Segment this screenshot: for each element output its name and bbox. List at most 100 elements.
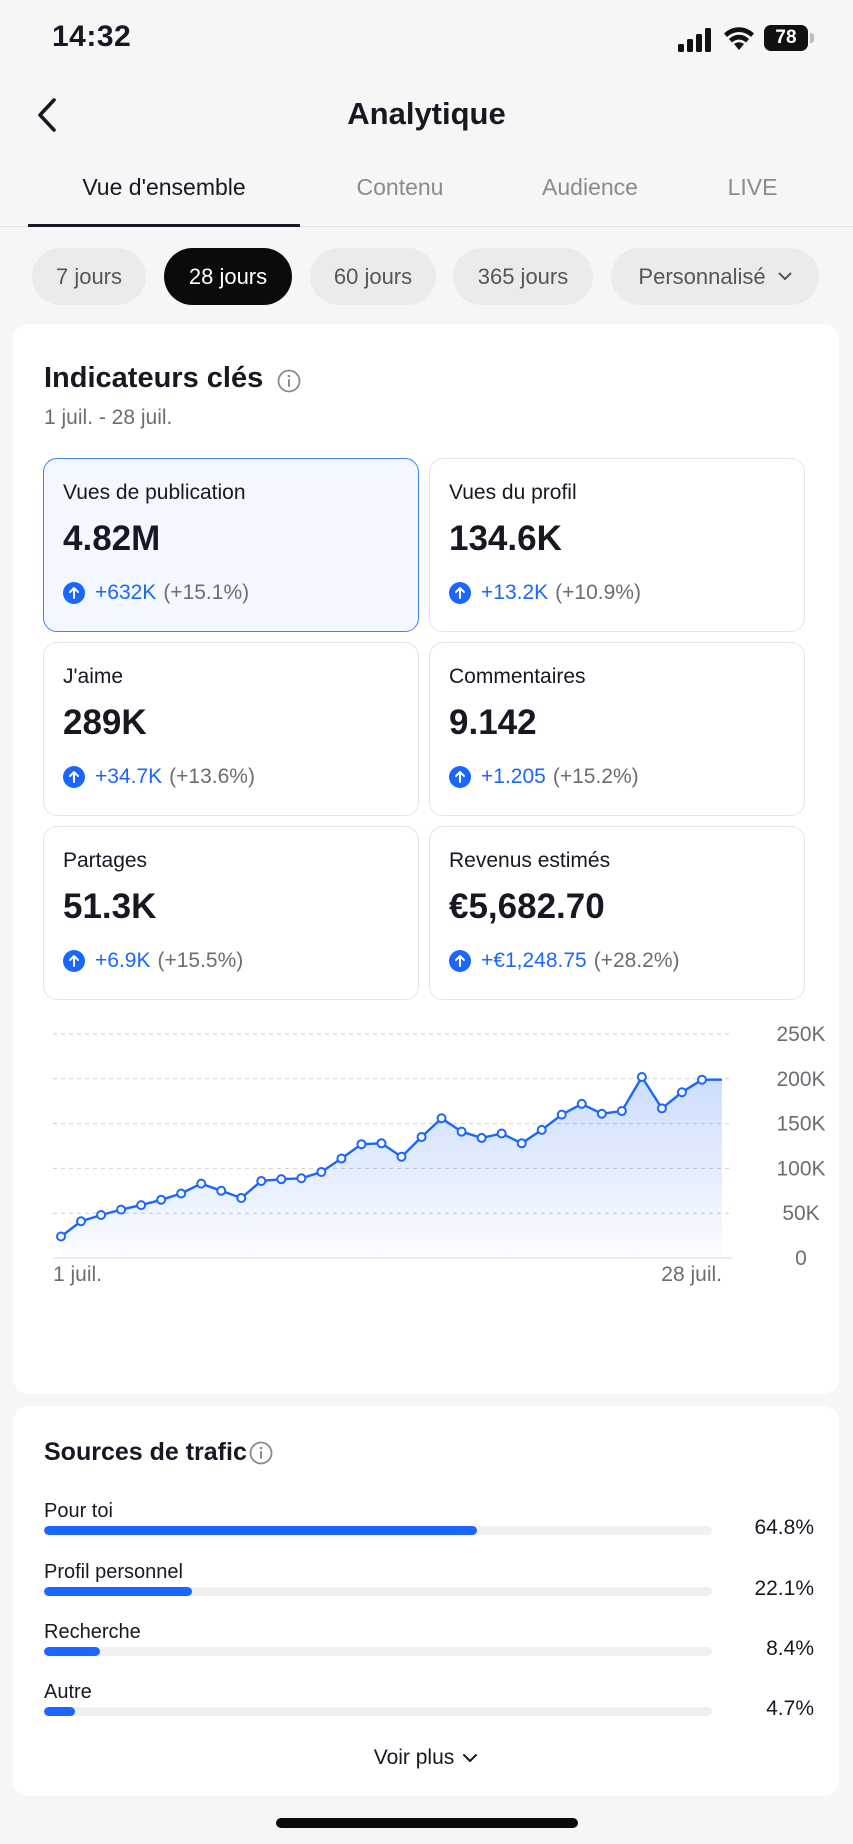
- chart-point[interactable]: [96, 1209, 107, 1220]
- home-indicator: [276, 1818, 578, 1828]
- chart-point[interactable]: [296, 1173, 307, 1184]
- battery-tip: [810, 33, 814, 43]
- chart-point[interactable]: [216, 1185, 227, 1196]
- chart-point[interactable]: [456, 1126, 467, 1137]
- chart-point[interactable]: [336, 1153, 347, 1164]
- chart-point[interactable]: [356, 1139, 367, 1150]
- metric-comments[interactable]: Commentaires 9.142 +1.205 (+15.2%): [429, 642, 805, 816]
- chart-point[interactable]: [276, 1174, 287, 1185]
- chart-point[interactable]: [56, 1231, 66, 1242]
- chart-point[interactable]: [256, 1175, 267, 1186]
- y-tick-label: 250K: [776, 1023, 825, 1046]
- metric-change-percent: (+13.6%): [169, 765, 255, 788]
- chart-point[interactable]: [236, 1192, 247, 1203]
- metric-label: Revenus estimés: [449, 849, 611, 872]
- chevron-left-icon: [38, 98, 56, 132]
- traffic-bar-fill: [44, 1526, 477, 1535]
- tab-live[interactable]: LIVE: [727, 174, 778, 200]
- metric-value: 289K: [63, 703, 147, 742]
- chart-point[interactable]: [536, 1124, 547, 1135]
- metric-value: €5,682.70: [449, 887, 605, 926]
- chart-point[interactable]: [396, 1151, 407, 1162]
- metric-change: +34.7K (+13.6%): [63, 765, 255, 789]
- y-tick-label: 200K: [776, 1068, 825, 1091]
- chart-point[interactable]: [176, 1188, 187, 1199]
- post-views-chart[interactable]: 250K 200K 150K 100K 50K 0 1 juil. 28 juil.: [13, 1014, 839, 1294]
- traffic-bar-track: [44, 1647, 712, 1656]
- chart-point[interactable]: [576, 1098, 587, 1109]
- traffic-source-other[interactable]: Autre 4.7%: [44, 1681, 814, 1731]
- y-tick-label: 50K: [782, 1202, 819, 1225]
- chart-line: [60, 1075, 722, 1238]
- period-28-days[interactable]: 28 jours: [164, 248, 292, 305]
- metric-label: Vues du profil: [449, 481, 577, 504]
- traffic-bar-track: [44, 1587, 712, 1596]
- chart-point[interactable]: [376, 1138, 387, 1149]
- traffic-bar-fill: [44, 1647, 101, 1656]
- back-button[interactable]: [24, 92, 70, 138]
- chart-point[interactable]: [636, 1072, 647, 1083]
- chart-point[interactable]: [596, 1108, 607, 1119]
- chart-point[interactable]: [556, 1109, 567, 1120]
- info-icon[interactable]: [249, 1441, 273, 1465]
- traffic-bar-fill: [44, 1707, 76, 1716]
- arrow-up-icon: [63, 950, 85, 972]
- chart-point[interactable]: [516, 1138, 527, 1149]
- see-more-button[interactable]: Voir plus: [13, 1746, 839, 1770]
- metric-shares[interactable]: Partages 51.3K +6.9K (+15.5%): [43, 826, 419, 1000]
- chart-point[interactable]: [76, 1216, 87, 1227]
- traffic-source-label: Profil personnel: [44, 1561, 183, 1583]
- metric-post-views[interactable]: Vues de publication 4.82M +632K (+15.1%): [43, 458, 419, 632]
- traffic-source-percent: 4.7%: [766, 1697, 814, 1720]
- metric-likes[interactable]: J'aime 289K +34.7K (+13.6%): [43, 642, 419, 816]
- chart-point[interactable]: [676, 1087, 687, 1098]
- metric-label: Commentaires: [449, 665, 586, 688]
- chart-point[interactable]: [416, 1132, 427, 1143]
- metric-change-percent: (+15.2%): [552, 765, 639, 788]
- metric-change-value: +34.7K: [95, 765, 163, 788]
- chart-point[interactable]: [696, 1074, 707, 1085]
- metric-estimated-revenue[interactable]: Revenus estimés €5,682.70 +€1,248.75 (+2…: [429, 826, 805, 1000]
- period-365-days[interactable]: 365 jours: [453, 248, 593, 305]
- nav-header: Analytique: [0, 80, 853, 150]
- traffic-source-label: Recherche: [44, 1621, 141, 1643]
- chart-point[interactable]: [476, 1132, 487, 1143]
- chart-point[interactable]: [136, 1200, 147, 1211]
- chart-point[interactable]: [116, 1204, 127, 1215]
- cellular-signal-icon: [678, 28, 711, 52]
- metric-value: 134.6K: [449, 519, 562, 558]
- traffic-source-search[interactable]: Recherche 8.4%: [44, 1621, 814, 1671]
- chart-point[interactable]: [316, 1166, 327, 1177]
- tab-overview[interactable]: Vue d'ensemble: [82, 174, 246, 200]
- arrow-up-icon: [449, 582, 471, 604]
- x-tick-label-end: 28 juil.: [661, 1263, 722, 1286]
- period-7-days[interactable]: 7 jours: [32, 248, 146, 305]
- tab-audience[interactable]: Audience: [542, 174, 638, 200]
- period-60-days[interactable]: 60 jours: [310, 248, 436, 305]
- chart-point[interactable]: [656, 1103, 667, 1114]
- metric-change-percent: (+15.5%): [157, 949, 244, 972]
- traffic-sources-card: Sources de trafic Pour toi 64.8% Profil …: [13, 1406, 839, 1796]
- period-custom-label: Personnalisé: [638, 263, 766, 289]
- metric-value: 4.82M: [63, 519, 161, 558]
- chart-point[interactable]: [156, 1194, 167, 1205]
- x-tick-label-start: 1 juil.: [53, 1263, 102, 1286]
- info-icon[interactable]: [277, 369, 301, 393]
- chart-point[interactable]: [616, 1106, 627, 1117]
- traffic-sources-title: Sources de trafic: [44, 1438, 247, 1466]
- traffic-source-for-you[interactable]: Pour toi 64.8%: [44, 1500, 814, 1550]
- traffic-source-profile[interactable]: Profil personnel 22.1%: [44, 1561, 814, 1611]
- date-range: 1 juil. - 28 juil.: [44, 406, 173, 429]
- key-metrics-title: Indicateurs clés: [44, 362, 264, 394]
- metric-profile-views[interactable]: Vues du profil 134.6K +13.2K (+10.9%): [429, 458, 805, 632]
- metric-change-value: +€1,248.75: [481, 949, 587, 972]
- chart-point[interactable]: [436, 1113, 447, 1124]
- period-custom[interactable]: Personnalisé: [611, 248, 819, 305]
- see-more-label: Voir plus: [373, 1746, 455, 1769]
- chart-point[interactable]: [496, 1128, 507, 1139]
- y-tick-label: 0: [795, 1247, 807, 1270]
- traffic-source-label: Pour toi: [44, 1500, 113, 1522]
- chart-point[interactable]: [196, 1178, 207, 1189]
- tab-content[interactable]: Contenu: [356, 174, 444, 200]
- metric-change-value: +1.205: [481, 765, 546, 788]
